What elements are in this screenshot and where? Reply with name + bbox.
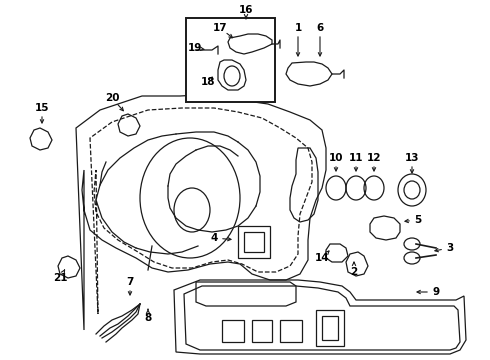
- Text: 19: 19: [188, 43, 202, 53]
- Text: 1: 1: [294, 23, 302, 33]
- Text: 9: 9: [433, 287, 440, 297]
- Text: 16: 16: [239, 5, 253, 15]
- Text: 4: 4: [210, 233, 218, 243]
- Text: 7: 7: [126, 277, 134, 287]
- Text: 21: 21: [53, 273, 67, 283]
- Text: 13: 13: [405, 153, 419, 163]
- Bar: [238, 226, 270, 258]
- Text: 10: 10: [329, 153, 343, 163]
- Text: 12: 12: [367, 153, 381, 163]
- Bar: [316, 310, 344, 346]
- Text: 18: 18: [201, 77, 215, 87]
- Text: 8: 8: [145, 313, 151, 323]
- Text: 3: 3: [446, 243, 454, 253]
- Bar: [322, 316, 338, 340]
- Bar: [252, 320, 272, 342]
- Bar: [186, 18, 275, 102]
- Text: 6: 6: [317, 23, 323, 33]
- Bar: [280, 320, 302, 342]
- Text: 20: 20: [105, 93, 119, 103]
- Text: 14: 14: [315, 253, 329, 263]
- Bar: [244, 232, 264, 252]
- Bar: [222, 320, 244, 342]
- Text: 5: 5: [415, 215, 421, 225]
- Text: 17: 17: [213, 23, 227, 33]
- Text: 2: 2: [350, 267, 358, 277]
- Text: 11: 11: [349, 153, 363, 163]
- Text: 15: 15: [35, 103, 49, 113]
